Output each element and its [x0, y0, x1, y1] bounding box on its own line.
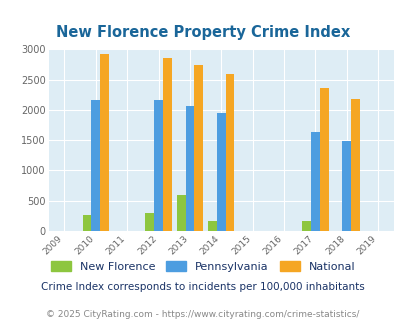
Bar: [225, 74, 234, 231]
Bar: [162, 58, 171, 231]
Bar: [145, 213, 154, 231]
Bar: [310, 132, 319, 231]
Text: Crime Index corresponds to incidents per 100,000 inhabitants: Crime Index corresponds to incidents per…: [41, 282, 364, 292]
Text: New Florence Property Crime Index: New Florence Property Crime Index: [56, 25, 349, 41]
Bar: [341, 141, 350, 231]
Bar: [176, 195, 185, 231]
Bar: [350, 98, 359, 231]
Bar: [82, 214, 91, 231]
Bar: [319, 88, 328, 231]
Bar: [301, 221, 310, 231]
Bar: [208, 221, 216, 231]
Bar: [194, 65, 202, 231]
Legend: New Florence, Pennsylvania, National: New Florence, Pennsylvania, National: [46, 256, 359, 276]
Text: © 2025 CityRating.com - https://www.cityrating.com/crime-statistics/: © 2025 CityRating.com - https://www.city…: [46, 310, 359, 319]
Bar: [216, 113, 225, 231]
Bar: [100, 54, 109, 231]
Bar: [91, 100, 100, 231]
Bar: [154, 100, 162, 231]
Bar: [185, 106, 194, 231]
